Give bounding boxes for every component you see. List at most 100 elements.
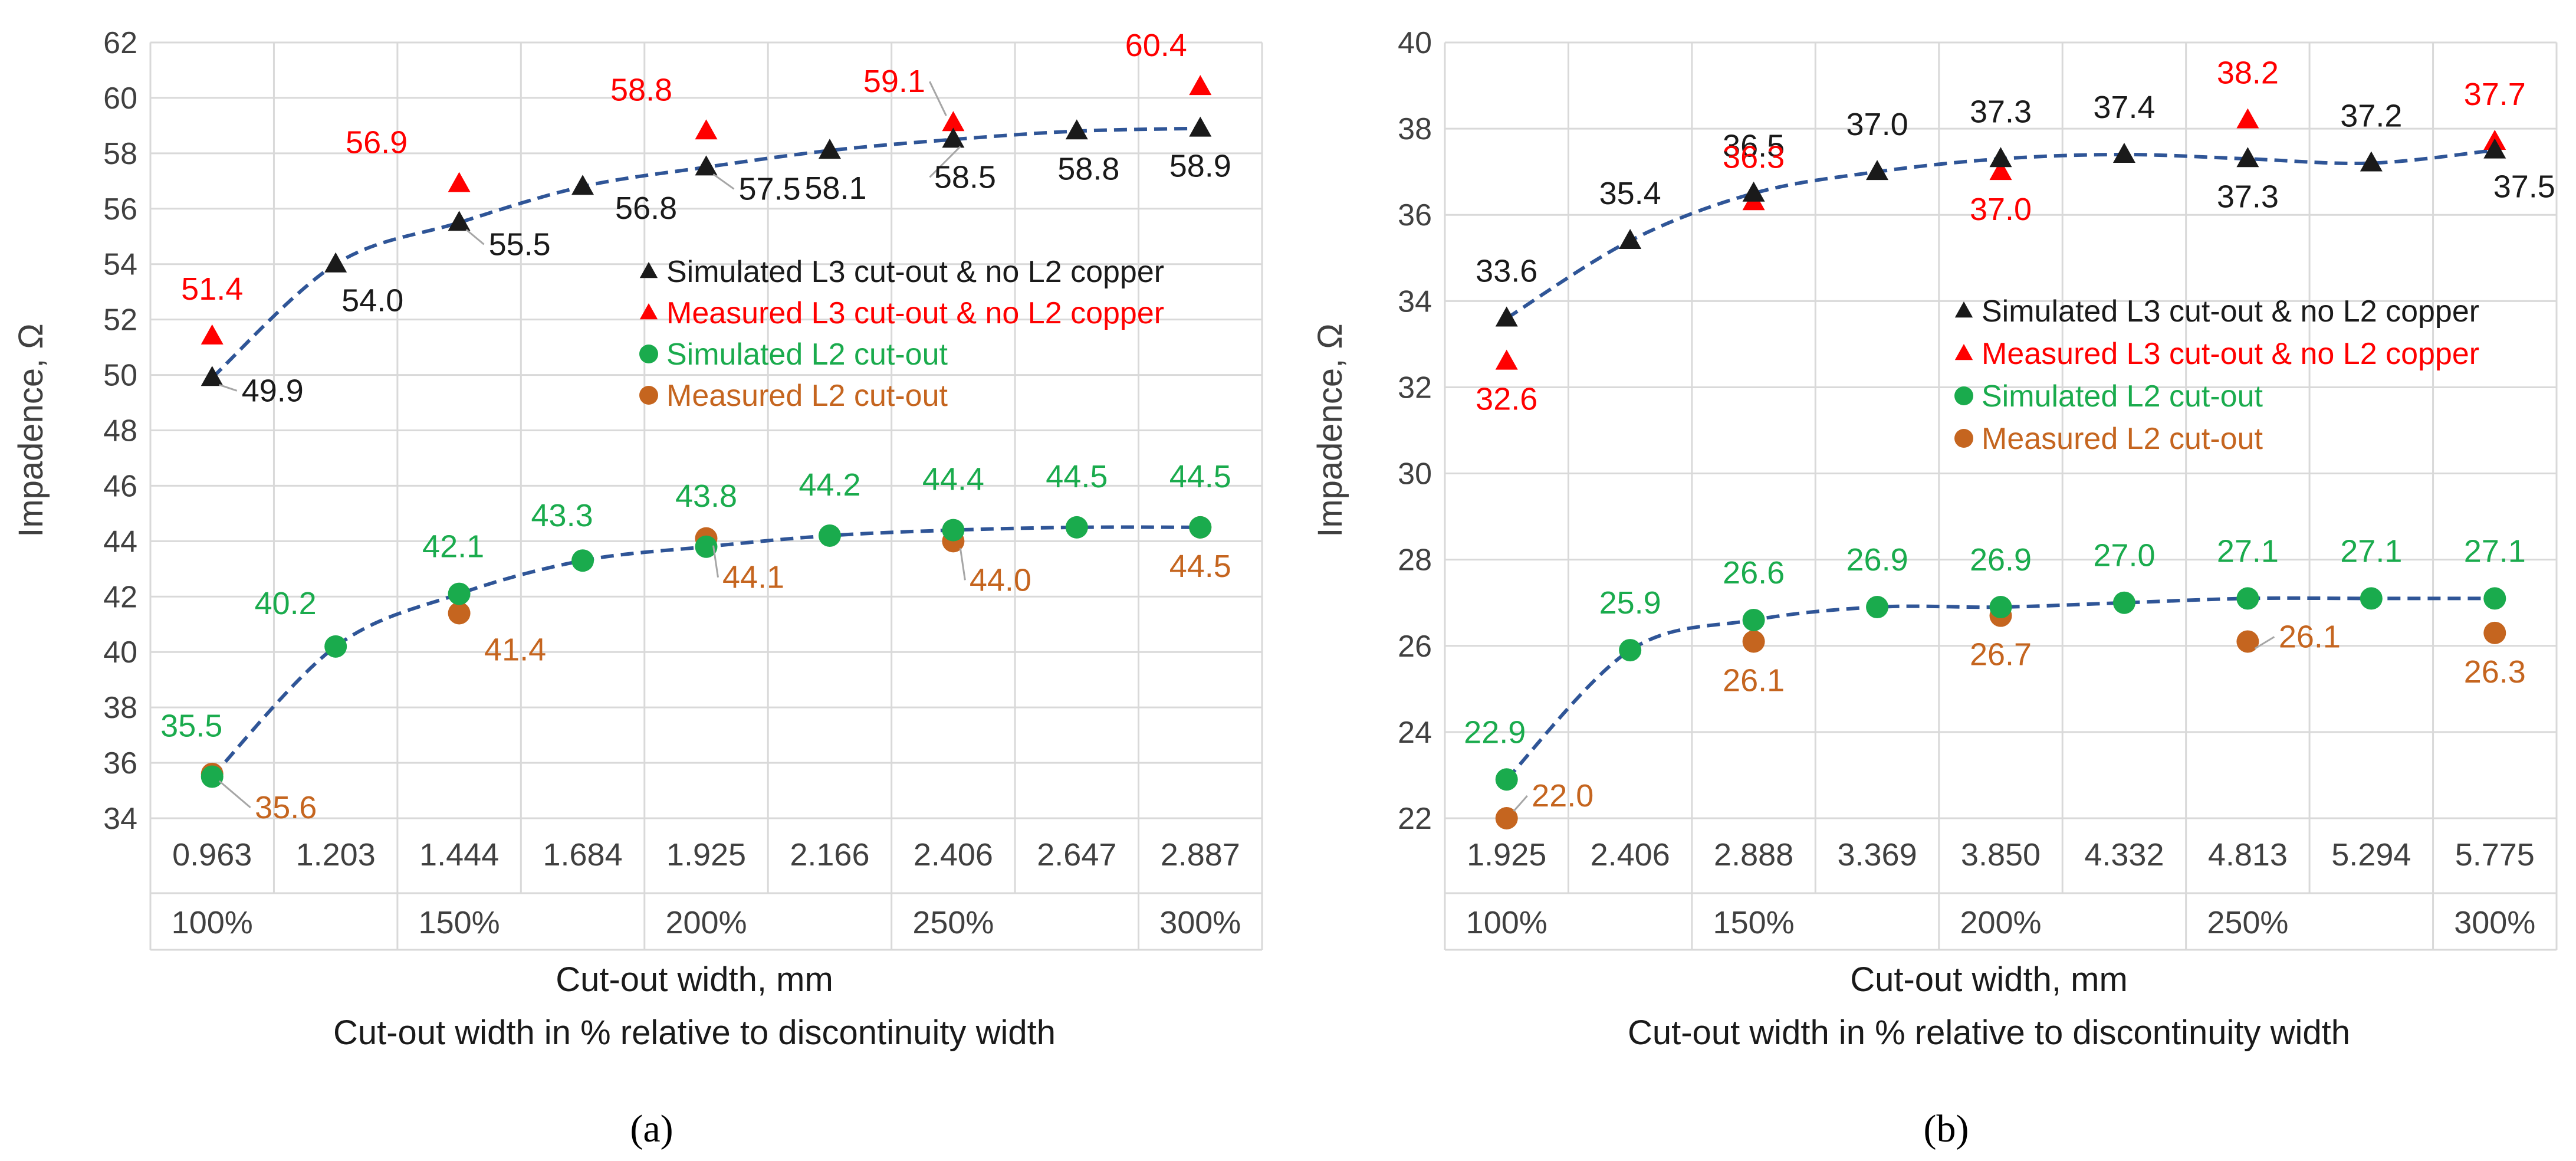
- x-tick-label: 2.887: [1161, 837, 1240, 873]
- legend-entry: Simulated L2 cut-out: [1982, 379, 2263, 414]
- legend-marker-triangle: [639, 262, 658, 278]
- data-label: 33.6: [1476, 254, 1537, 289]
- y-tick-label: 38: [1398, 112, 1432, 146]
- data-label: 36.3: [1723, 139, 1785, 175]
- data-label: 27.1: [2340, 533, 2402, 569]
- x-axis-subtitle: Cut-out width in % relative to discontin…: [1628, 1014, 2350, 1052]
- leader-line: [929, 146, 961, 178]
- x-percent-label: 200%: [1960, 905, 2041, 940]
- x-percent-label: 100%: [1466, 905, 1547, 940]
- data-label: 37.2: [2340, 99, 2402, 134]
- x-axis-title: Cut-out width, mm: [1850, 960, 2128, 999]
- data-point-triangle: [942, 127, 965, 148]
- y-tick-label: 36: [1398, 198, 1432, 232]
- leader-line: [712, 545, 719, 578]
- legend-entry: Simulated L3 cut-out & no L2 copper: [666, 255, 1164, 289]
- data-label: 58.8: [610, 72, 672, 107]
- leader-line: [465, 229, 485, 245]
- data-point-circle: [2360, 587, 2383, 610]
- legend-entry: Simulated L3 cut-out & no L2 copper: [1982, 294, 2479, 329]
- data-label: 60.4: [1125, 28, 1187, 63]
- x-percent-label: 100%: [172, 905, 253, 940]
- data-point-triangle: [2236, 108, 2259, 129]
- y-tick-label: 24: [1398, 716, 1432, 750]
- data-label: 26.1: [1723, 663, 1785, 698]
- data-label: 54.0: [341, 283, 403, 319]
- data-label: 37.7: [2464, 77, 2526, 112]
- data-label: 37.4: [2093, 90, 2155, 125]
- data-label: 37.0: [1970, 192, 2032, 227]
- data-point-triangle: [448, 172, 471, 192]
- x-tick-label: 3.850: [1961, 837, 2041, 873]
- data-point-triangle: [1866, 160, 1889, 181]
- data-label: 44.1: [722, 560, 784, 595]
- y-tick-label: 42: [103, 580, 137, 614]
- data-point-circle: [1495, 768, 1518, 791]
- data-point-circle: [2112, 591, 2135, 614]
- y-tick-label: 30: [1398, 457, 1432, 491]
- data-point-triangle: [2483, 138, 2506, 159]
- data-label: 44.4: [922, 462, 984, 497]
- data-point-circle: [1619, 639, 1642, 662]
- data-label: 55.5: [489, 227, 551, 262]
- data-label: 36.5: [1723, 129, 1785, 164]
- data-point-triangle: [201, 324, 224, 345]
- data-point-circle: [571, 549, 594, 572]
- data-label: 32.6: [1476, 382, 1537, 417]
- data-point-triangle: [448, 211, 471, 231]
- chart-panel-b: 22 24 26 28 30 32 34 36 38 40 1.925 100% 2.406 2.888 1…: [1311, 26, 2558, 1150]
- data-point-circle: [448, 582, 471, 605]
- data-label: 26.6: [1723, 555, 1785, 591]
- y-tick-label: 48: [103, 414, 137, 448]
- data-label: 35.4: [1599, 176, 1661, 211]
- y-tick-label: 58: [103, 137, 137, 171]
- data-label: 26.9: [1846, 542, 1908, 578]
- x-tick-label: 1.925: [666, 837, 746, 873]
- y-tick-label: 52: [103, 303, 137, 337]
- data-label: 56.9: [346, 125, 408, 160]
- y-tick-label: 22: [1398, 802, 1432, 836]
- data-point-triangle: [942, 111, 965, 132]
- data-point-triangle: [571, 175, 594, 195]
- leader-line: [959, 548, 966, 580]
- x-tick-label: 1.684: [543, 837, 622, 873]
- data-label: 37.3: [1970, 94, 2032, 129]
- legend-entry: Measured L3 cut-out & no L2 copper: [666, 296, 1164, 330]
- data-label: 40.2: [255, 586, 317, 621]
- x-tick-label: 2.406: [1591, 837, 1670, 873]
- x-percent-label: 150%: [1713, 905, 1795, 940]
- x-tick-label: 0.963: [172, 837, 252, 873]
- data-label: 37.3: [2217, 179, 2279, 214]
- y-tick-label: 34: [103, 802, 137, 836]
- data-label: 43.3: [531, 498, 593, 533]
- data-label: 44.5: [1169, 549, 1231, 584]
- legend-entry: Measured L3 cut-out & no L2 copper: [1982, 337, 2479, 371]
- y-tick-label: 36: [103, 746, 137, 780]
- data-label: 27.0: [2093, 538, 2155, 573]
- data-label: 58.5: [934, 159, 996, 195]
- x-tick-label: 2.888: [1714, 837, 1793, 873]
- legend-entry: Simulated L2 cut-out: [666, 337, 948, 372]
- x-tick-label: 1.444: [419, 837, 499, 873]
- y-tick-label: 40: [103, 635, 137, 670]
- legend-entry: Measured L2 cut-out: [666, 379, 948, 413]
- x-percent-label: 250%: [2207, 905, 2288, 940]
- legend-marker-circle: [639, 345, 658, 363]
- y-tick-label: 50: [103, 359, 137, 393]
- leader-line: [712, 173, 735, 190]
- data-point-circle: [1189, 516, 1212, 539]
- data-point-circle: [201, 765, 224, 788]
- x-percent-label: 300%: [2454, 905, 2535, 940]
- y-tick-label: 62: [103, 26, 137, 60]
- legend-marker-triangle: [1954, 344, 1973, 360]
- data-point-triangle: [1189, 116, 1212, 137]
- data-label: 41.4: [484, 632, 546, 667]
- x-tick-label: 4.332: [2084, 837, 2164, 873]
- data-point-triangle: [2360, 151, 2383, 172]
- leader-line: [218, 780, 251, 809]
- x-axis-subtitle: Cut-out width in % relative to discontin…: [333, 1014, 1056, 1052]
- data-point-circle: [2236, 587, 2259, 610]
- trend-line: [211, 525, 1201, 778]
- y-axis-title: Impadence, Ω: [12, 323, 50, 537]
